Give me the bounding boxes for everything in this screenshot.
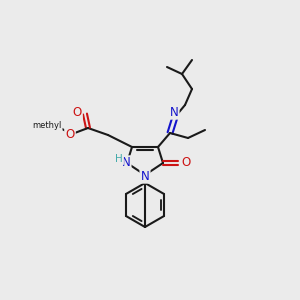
Text: N: N xyxy=(122,157,130,169)
Text: O: O xyxy=(182,157,190,169)
Text: N: N xyxy=(169,106,178,118)
Text: O: O xyxy=(65,128,75,142)
Text: methyl: methyl xyxy=(32,122,62,130)
Text: O: O xyxy=(72,106,82,119)
Text: H: H xyxy=(115,154,123,164)
Text: N: N xyxy=(141,169,149,182)
